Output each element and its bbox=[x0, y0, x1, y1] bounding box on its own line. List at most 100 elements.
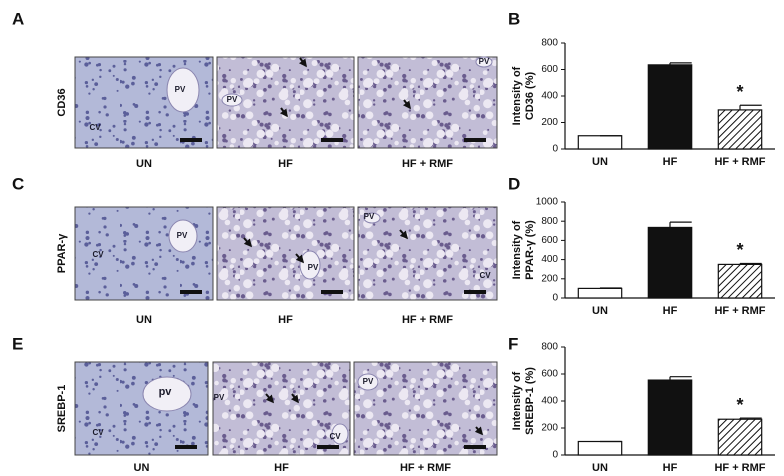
vessel bbox=[142, 376, 192, 412]
panel-letter: A bbox=[12, 9, 24, 28]
image-caption: UN bbox=[136, 314, 152, 326]
micrograph bbox=[357, 206, 498, 301]
y-tick-label: 0 bbox=[552, 450, 558, 461]
arrow bbox=[295, 253, 305, 264]
arrow bbox=[279, 107, 288, 118]
vessel bbox=[168, 219, 198, 253]
panel-letter: F bbox=[508, 334, 518, 353]
image-caption: HF + RMF bbox=[402, 158, 453, 170]
y-axis-label: SREBP-1 (%) bbox=[524, 367, 536, 435]
region-tag: PV bbox=[363, 377, 374, 386]
image-caption: HF bbox=[278, 314, 293, 326]
arrow bbox=[474, 426, 484, 436]
region-tag: pv bbox=[159, 386, 173, 398]
y-tick-label: 600 bbox=[541, 369, 558, 380]
scale-bar bbox=[464, 138, 486, 142]
y-tick-label: 1000 bbox=[536, 197, 559, 208]
image-caption: HF bbox=[278, 158, 293, 170]
x-tick-label: UN bbox=[592, 462, 608, 474]
region-tag: CV bbox=[92, 250, 104, 259]
panel-letter: D bbox=[508, 174, 520, 193]
region-tag: PV bbox=[227, 95, 238, 104]
arrow bbox=[243, 237, 253, 248]
vessel bbox=[331, 423, 349, 445]
scale-bar bbox=[180, 290, 202, 294]
micrograph bbox=[74, 361, 209, 456]
region-tag: PV bbox=[177, 231, 188, 240]
region-tag: PV bbox=[479, 57, 490, 66]
bar bbox=[577, 135, 623, 150]
scale-bar bbox=[321, 290, 343, 294]
vessel bbox=[166, 67, 200, 113]
region-tag: CV bbox=[92, 428, 104, 437]
region-tag: PV bbox=[175, 85, 186, 94]
significance-mark: * bbox=[736, 395, 743, 415]
y-axis-label: PPAR-γ (%) bbox=[524, 220, 536, 280]
bar bbox=[717, 109, 763, 150]
bar bbox=[647, 379, 693, 456]
y-tick-label: 200 bbox=[541, 273, 558, 284]
bar bbox=[647, 226, 693, 299]
y-tick-label: 800 bbox=[541, 38, 558, 49]
panel-letter: C bbox=[12, 174, 24, 193]
vessel bbox=[221, 93, 243, 107]
micrograph bbox=[353, 361, 498, 456]
y-tick-label: 200 bbox=[541, 117, 558, 128]
marker-label: CD36 bbox=[56, 88, 68, 116]
y-tick-label: 600 bbox=[541, 64, 558, 75]
scale-bar bbox=[317, 445, 339, 449]
region-tag: PV bbox=[308, 263, 319, 272]
vessel bbox=[357, 373, 379, 391]
micrograph bbox=[216, 206, 355, 301]
x-tick-label: HF + RMF bbox=[714, 156, 765, 168]
y-tick-label: 400 bbox=[541, 254, 558, 265]
vessel bbox=[363, 212, 381, 224]
panel-letter: B bbox=[508, 9, 520, 28]
scale-bar bbox=[464, 445, 486, 449]
scale-bar bbox=[321, 138, 343, 142]
arrow bbox=[399, 229, 409, 240]
arrow bbox=[298, 57, 307, 68]
y-tick-label: 600 bbox=[541, 235, 558, 246]
bar bbox=[717, 263, 763, 299]
region-tag: PV bbox=[214, 393, 225, 402]
x-tick-label: HF bbox=[663, 462, 678, 474]
y-tick-label: 400 bbox=[541, 396, 558, 407]
scale-bar bbox=[180, 138, 202, 142]
image-caption: HF + RMF bbox=[402, 314, 453, 326]
marker-label: PPAR-γ bbox=[56, 233, 68, 273]
marker-label: SREBP-1 bbox=[56, 385, 68, 433]
micrograph bbox=[212, 361, 351, 456]
bar bbox=[577, 287, 623, 299]
panel-letter: E bbox=[12, 334, 23, 353]
y-tick-label: 800 bbox=[541, 216, 558, 227]
y-tick-label: 200 bbox=[541, 423, 558, 434]
micrograph bbox=[357, 56, 498, 149]
arrow bbox=[265, 393, 275, 404]
y-tick-label: 0 bbox=[552, 293, 558, 304]
bar bbox=[647, 64, 693, 150]
x-tick-label: HF + RMF bbox=[714, 305, 765, 317]
y-tick-label: 400 bbox=[541, 91, 558, 102]
y-axis-label: Intensity of bbox=[511, 371, 523, 430]
vessel bbox=[475, 56, 493, 68]
region-tag: PV bbox=[364, 212, 375, 221]
region-tag: CV bbox=[329, 432, 341, 441]
x-tick-label: UN bbox=[592, 156, 608, 168]
y-axis-label: CD36 (%) bbox=[524, 72, 536, 121]
scale-bar bbox=[464, 290, 486, 294]
x-tick-label: HF + RMF bbox=[714, 462, 765, 474]
y-tick-label: 800 bbox=[541, 342, 558, 353]
y-axis-label: Intensity of bbox=[511, 220, 523, 279]
arrow bbox=[402, 99, 411, 110]
image-caption: UN bbox=[136, 158, 152, 170]
scale-bar bbox=[175, 445, 197, 449]
region-tag: CV bbox=[89, 123, 101, 132]
image-caption: HF + RMF bbox=[400, 462, 451, 474]
vessel bbox=[299, 250, 321, 280]
image-caption: UN bbox=[134, 462, 150, 474]
bar bbox=[577, 440, 623, 456]
y-tick-label: 0 bbox=[552, 144, 558, 155]
x-tick-label: HF bbox=[663, 305, 678, 317]
